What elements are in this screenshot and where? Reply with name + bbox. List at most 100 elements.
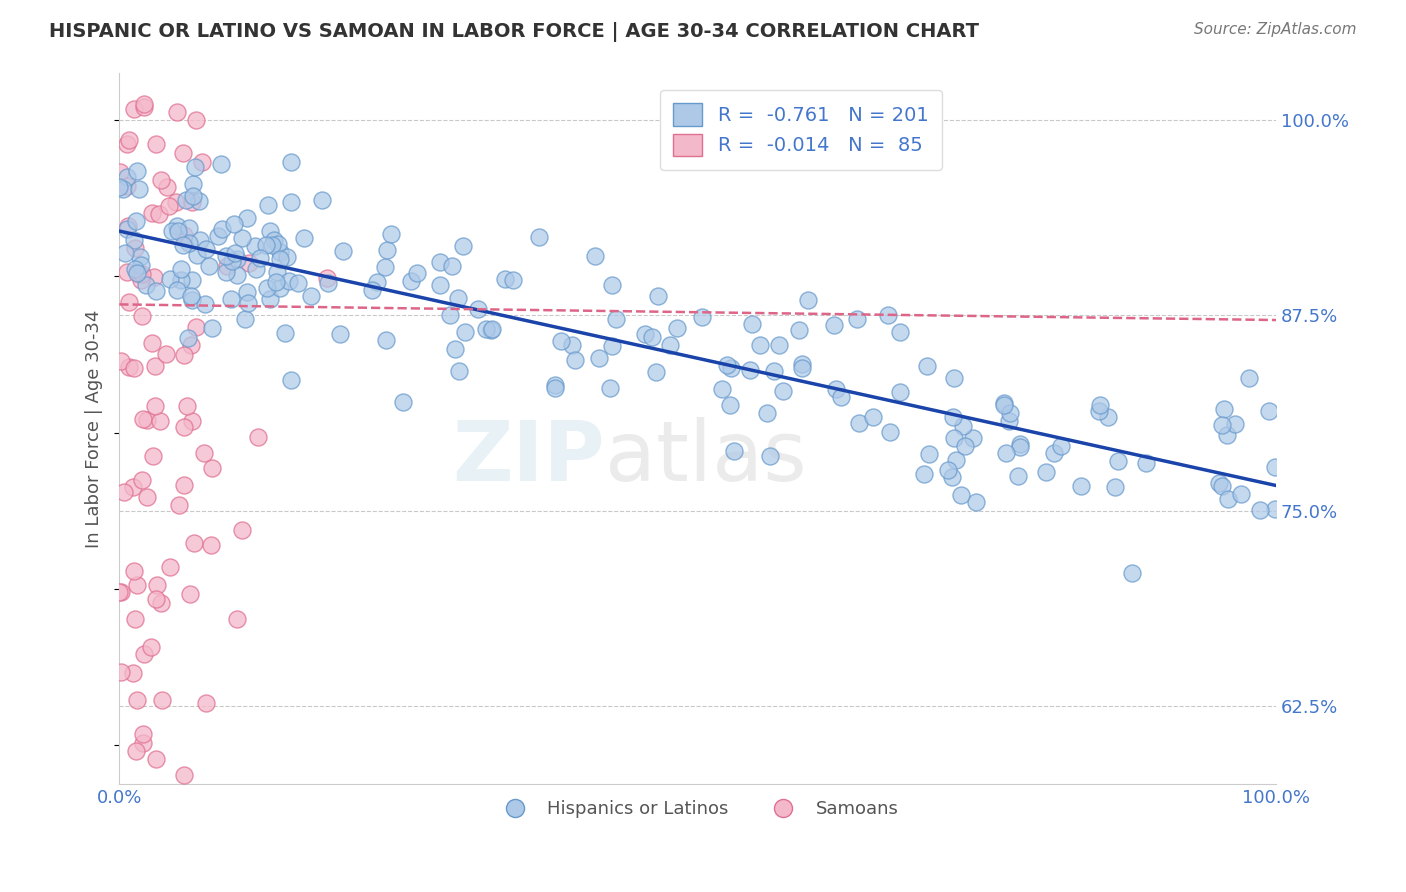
Point bbox=[825, 382, 848, 396]
Point bbox=[195, 696, 218, 710]
Point bbox=[172, 146, 194, 161]
Point bbox=[135, 277, 157, 292]
Point bbox=[243, 239, 266, 253]
Point bbox=[380, 227, 402, 241]
Point bbox=[936, 463, 959, 477]
Point bbox=[1230, 487, 1253, 501]
Point bbox=[190, 233, 212, 247]
Point bbox=[125, 744, 148, 758]
Point bbox=[124, 241, 146, 255]
Point bbox=[276, 250, 298, 264]
Point bbox=[236, 285, 259, 299]
Point bbox=[108, 165, 131, 179]
Point bbox=[439, 308, 461, 322]
Point bbox=[215, 249, 238, 263]
Point bbox=[181, 189, 204, 203]
Point bbox=[950, 488, 973, 502]
Point bbox=[205, 797, 228, 811]
Point bbox=[129, 258, 152, 272]
Point bbox=[198, 259, 221, 273]
Point bbox=[188, 194, 211, 208]
Y-axis label: In Labor Force | Age 30-34: In Labor Force | Age 30-34 bbox=[86, 310, 103, 548]
Point bbox=[226, 252, 249, 267]
Point bbox=[150, 693, 173, 707]
Point bbox=[131, 267, 153, 281]
Point bbox=[183, 177, 205, 191]
Point bbox=[1050, 439, 1073, 453]
Point bbox=[115, 137, 138, 152]
Point bbox=[115, 222, 138, 236]
Point bbox=[145, 136, 167, 151]
Point bbox=[259, 224, 281, 238]
Point bbox=[233, 311, 256, 326]
Point bbox=[544, 378, 567, 392]
Point bbox=[1000, 406, 1022, 420]
Point bbox=[830, 390, 852, 404]
Point bbox=[172, 238, 194, 252]
Point bbox=[406, 266, 429, 280]
Point bbox=[145, 751, 167, 765]
Point bbox=[877, 308, 900, 322]
Point bbox=[139, 640, 162, 655]
Point bbox=[145, 591, 167, 606]
Point bbox=[1212, 402, 1234, 417]
Point bbox=[1010, 440, 1032, 454]
Point bbox=[797, 293, 820, 307]
Point bbox=[1237, 371, 1260, 385]
Point bbox=[316, 276, 339, 290]
Point bbox=[115, 265, 138, 279]
Point bbox=[201, 461, 224, 475]
Point bbox=[108, 585, 131, 599]
Point bbox=[912, 467, 935, 481]
Point bbox=[249, 251, 271, 265]
Point bbox=[125, 577, 148, 591]
Point bbox=[605, 312, 627, 326]
Point bbox=[494, 272, 516, 286]
Point bbox=[209, 157, 232, 171]
Point bbox=[1008, 437, 1031, 451]
Point bbox=[193, 446, 215, 460]
Point bbox=[159, 272, 181, 286]
Point bbox=[823, 318, 845, 333]
Text: ZIP: ZIP bbox=[453, 417, 605, 498]
Point bbox=[131, 309, 153, 323]
Point bbox=[269, 281, 291, 295]
Point bbox=[122, 360, 145, 375]
Point bbox=[219, 293, 242, 307]
Point bbox=[132, 726, 155, 740]
Point bbox=[763, 364, 786, 378]
Point bbox=[114, 246, 136, 260]
Point bbox=[184, 161, 207, 175]
Point bbox=[145, 284, 167, 298]
Point bbox=[128, 267, 150, 281]
Point bbox=[602, 278, 624, 293]
Point bbox=[157, 199, 180, 213]
Point bbox=[600, 338, 623, 352]
Point bbox=[127, 266, 149, 280]
Point bbox=[176, 331, 198, 345]
Point bbox=[149, 596, 172, 610]
Point bbox=[1104, 480, 1126, 494]
Point bbox=[257, 198, 280, 212]
Point bbox=[231, 231, 253, 245]
Point bbox=[177, 221, 200, 235]
Point bbox=[1135, 456, 1157, 470]
Point bbox=[953, 438, 976, 452]
Point bbox=[128, 182, 150, 196]
Point bbox=[245, 261, 267, 276]
Point bbox=[181, 194, 204, 209]
Point bbox=[481, 322, 503, 336]
Point bbox=[180, 337, 202, 351]
Point bbox=[644, 365, 666, 379]
Point bbox=[943, 430, 966, 444]
Point bbox=[173, 347, 195, 361]
Point bbox=[135, 491, 157, 505]
Point bbox=[235, 211, 257, 225]
Point bbox=[143, 399, 166, 413]
Point bbox=[588, 351, 610, 365]
Point bbox=[723, 444, 745, 458]
Point bbox=[266, 265, 288, 279]
Point bbox=[117, 295, 139, 310]
Point bbox=[215, 264, 238, 278]
Point bbox=[226, 268, 249, 283]
